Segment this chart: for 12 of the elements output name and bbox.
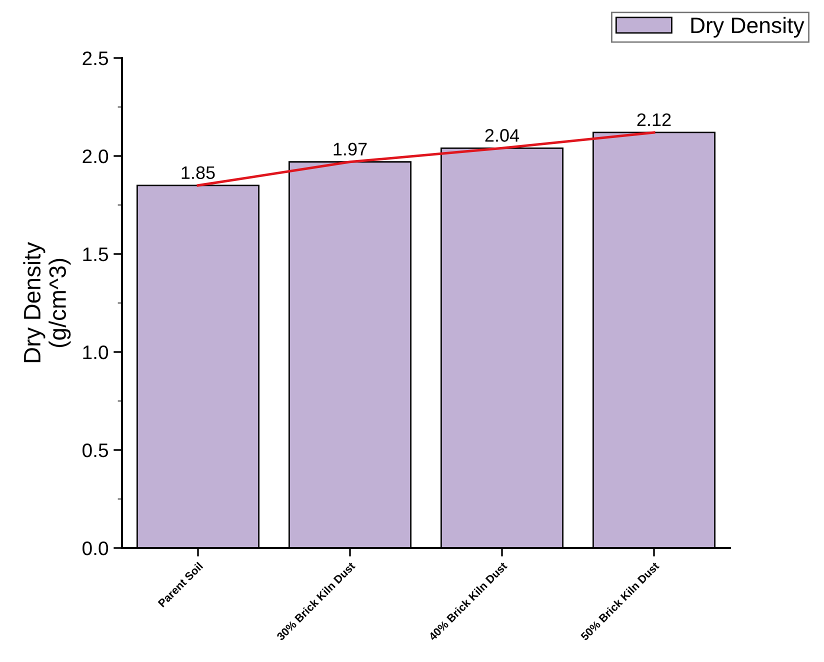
y-tick-label: 1.5 [83,248,108,262]
y-tick-label: 0.5 [82,443,108,458]
legend-label: Dry Density [691,16,804,38]
y-tick-label: 2.5 [82,51,108,66]
data-label: 2.12 [637,113,671,126]
y-tick-label: 0.0 [82,541,108,556]
data-label: 1.85 [182,166,215,180]
y-tick-label: 1.0 [83,345,108,360]
data-label: 1.97 [334,142,367,156]
y-tick-label: 2.0 [82,149,108,164]
data-label: 2.04 [485,129,520,142]
y-axis-title: Dry Density (g/cm^3) [23,242,71,362]
